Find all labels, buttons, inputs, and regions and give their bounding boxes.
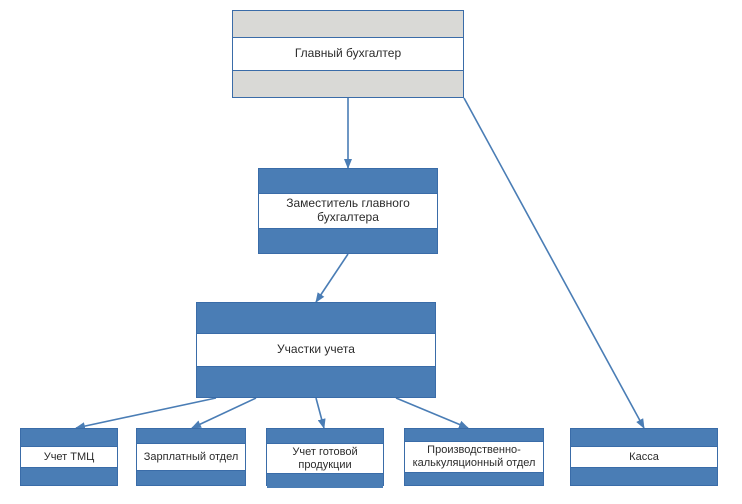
node-bottom-band: [21, 467, 117, 485]
node-finished: Учет готовой продукции: [266, 428, 384, 486]
node-top-band: [137, 429, 245, 444]
node-bottom-band: [571, 467, 717, 485]
node-top-band: [571, 429, 717, 447]
node-top-band: [21, 429, 117, 447]
node-calc: Производственно-калькуляционный отдел: [404, 428, 544, 486]
edge-sections-finished: [316, 398, 324, 428]
node-label: Зарплатный отдел: [137, 444, 245, 470]
edge-sections-tmc: [76, 398, 216, 428]
node-label: Участки учета: [197, 334, 435, 366]
node-deputy: Заместитель главного бухгалтера: [258, 168, 438, 254]
node-label: Учет готовой продукции: [267, 444, 383, 473]
node-label: Главный бухгалтер: [233, 38, 463, 70]
node-label: Касса: [571, 447, 717, 467]
node-bottom-band: [259, 228, 437, 253]
node-top-band: [197, 303, 435, 334]
node-top-band: [405, 429, 543, 442]
node-bottom-band: [197, 366, 435, 397]
edge-deputy-sections: [316, 254, 348, 302]
node-bottom-band: [267, 473, 383, 488]
node-payroll: Зарплатный отдел: [136, 428, 246, 486]
node-top-band: [259, 169, 437, 194]
edge-sections-calc: [396, 398, 468, 428]
node-chief: Главный бухгалтер: [232, 10, 464, 98]
node-sections: Участки учета: [196, 302, 436, 398]
node-label: Заместитель главного бухгалтера: [259, 194, 437, 228]
node-top-band: [267, 429, 383, 444]
node-tmc: Учет ТМЦ: [20, 428, 118, 486]
node-bottom-band: [137, 470, 245, 485]
node-bottom-band: [233, 70, 463, 97]
node-label: Производственно-калькуляционный отдел: [405, 442, 543, 472]
edge-chief-cash: [464, 98, 644, 428]
edge-sections-payroll: [192, 398, 256, 428]
node-label: Учет ТМЦ: [21, 447, 117, 467]
node-top-band: [233, 11, 463, 38]
node-bottom-band: [405, 472, 543, 485]
node-cash: Касса: [570, 428, 718, 486]
